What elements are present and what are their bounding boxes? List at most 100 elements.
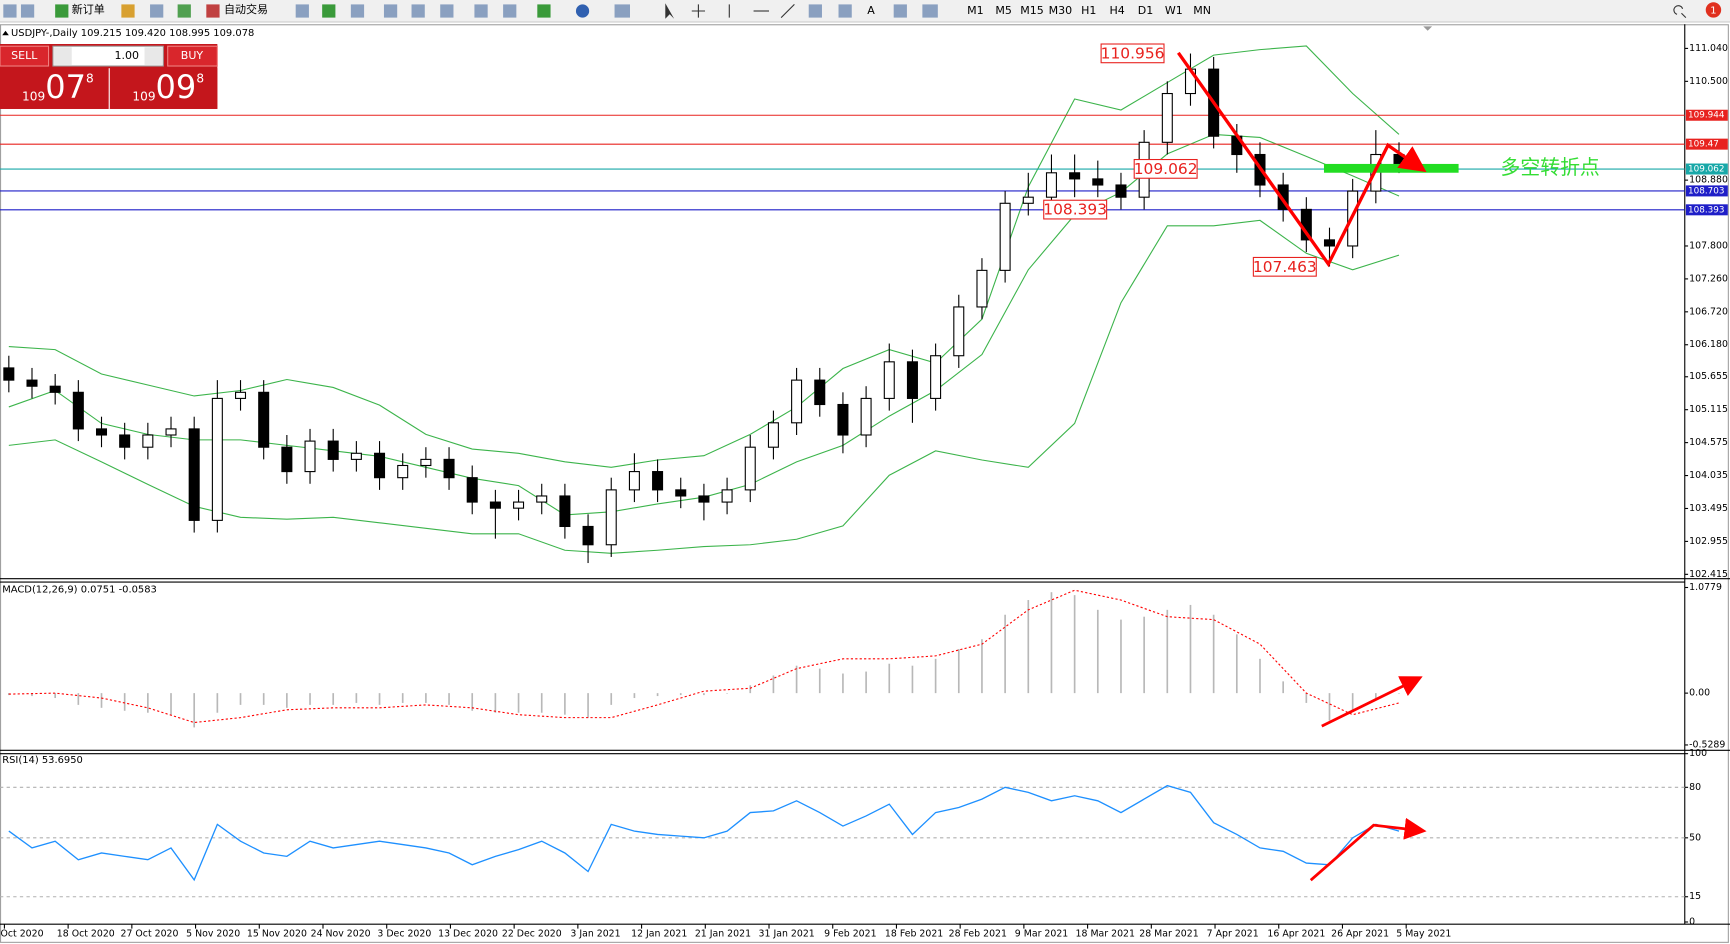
auto-trading-icon[interactable] [206, 4, 220, 18]
lots-value: 1.00 [114, 49, 139, 62]
icon-button[interactable] [3, 4, 17, 18]
macd-bar [726, 693, 728, 694]
macd-bar [1073, 595, 1076, 694]
timeframe-button[interactable]: H1 [1081, 4, 1096, 17]
zoom-in[interactable] [383, 4, 398, 18]
drawings: 110.956 109.062 108.393 107.463 多空转折点 [1043, 43, 1600, 882]
buy-button[interactable] [167, 45, 218, 67]
candle-body [211, 397, 223, 521]
icon-button[interactable] [295, 4, 309, 18]
macd-bar [1120, 619, 1122, 694]
x-tick-label: 18 Oct 2020 [57, 929, 115, 940]
price-annotation-box [1252, 256, 1317, 277]
timeframe-button[interactable]: H4 [1109, 4, 1124, 17]
candle-body [165, 428, 177, 436]
channel-tool[interactable] [808, 4, 822, 18]
timeframe-button[interactable]: D1 [1138, 4, 1153, 17]
x-tick-label: 7 Apr 2021 [1207, 929, 1259, 940]
price-tag-label: 109.062 [1688, 165, 1724, 175]
price-annotation: 108.393 [1043, 201, 1107, 219]
timeframe-button[interactable]: M30 [1049, 4, 1073, 17]
macd-bar [216, 693, 219, 713]
macd-bar [1004, 614, 1006, 694]
macd-bar [1398, 693, 1400, 694]
x-tick-label: 15 Nov 2020 [247, 929, 307, 940]
y-tick-label: 15 [1689, 891, 1701, 902]
macd-bar [749, 685, 752, 694]
macd-bar [633, 693, 636, 699]
icon-button[interactable] [177, 4, 191, 18]
fibo-tool[interactable] [838, 4, 852, 18]
candle-body [397, 464, 409, 479]
x-tick-label: 3 Dec 2020 [377, 929, 431, 940]
trendline-tool[interactable] [780, 4, 795, 18]
macd-bar [1305, 693, 1308, 703]
tile[interactable] [440, 4, 454, 18]
ask-big: 109 [132, 89, 155, 103]
x-tick-label: Oct 2020 [1, 929, 44, 940]
macd-bar [517, 693, 520, 713]
indicators[interactable] [537, 4, 551, 18]
templates[interactable] [614, 4, 630, 18]
search-icon[interactable] [1673, 5, 1687, 18]
macd-bar [31, 693, 33, 697]
sell-button[interactable] [0, 45, 50, 67]
price-tag-label: 109.944 [1688, 111, 1725, 121]
candle-body [652, 471, 664, 491]
timeframe-button[interactable]: MN [1193, 4, 1211, 17]
macd-bar [1328, 693, 1331, 721]
macd-bar [1050, 592, 1053, 694]
candle-body [1045, 172, 1057, 198]
price-annotation: 110.956 [1101, 44, 1165, 62]
periods[interactable] [575, 4, 590, 18]
candle-body [513, 501, 525, 509]
candle-body [791, 379, 803, 424]
x-tick-label: 13 Dec 2020 [438, 929, 498, 940]
timeframe-button[interactable]: M15 [1020, 4, 1044, 17]
timeframe-button[interactable]: W1 [1165, 4, 1183, 17]
icon-button[interactable] [121, 4, 135, 18]
macd-bar [818, 668, 821, 694]
icon-button[interactable] [20, 4, 35, 18]
label-tool[interactable] [893, 4, 907, 18]
icon-button[interactable] [322, 4, 336, 18]
macd-bar [1096, 609, 1099, 694]
icon-button[interactable] [474, 4, 488, 18]
icon-button[interactable] [150, 4, 164, 18]
timeframe-button[interactable]: M1 [967, 4, 984, 17]
one-click-panel: SELL 1.00 BUY 109 07 8 109 09 8 [0, 44, 218, 109]
new-order-button[interactable]: 新订单 [72, 2, 105, 16]
lots-down[interactable] [54, 47, 72, 65]
price-annotation: 107.463 [1253, 258, 1317, 276]
y-tick-label: 104.575 [1689, 437, 1728, 448]
bid-button[interactable] [0, 68, 109, 109]
macd-bar [587, 693, 589, 718]
icon-button[interactable] [350, 4, 365, 18]
candle-body [1323, 239, 1336, 247]
macd-bar [842, 673, 844, 694]
macd-bar [401, 693, 404, 703]
indicator-title: MACD(12,26,9) 0.0751 -0.0583 [2, 585, 157, 596]
macd-arrow [1321, 676, 1423, 728]
candle-body [814, 379, 826, 406]
arrows-tool[interactable] [922, 4, 938, 18]
lots-input[interactable] [52, 45, 164, 67]
zoom-out[interactable] [411, 4, 425, 18]
candle-body [350, 452, 362, 460]
timeframe-button[interactable]: M5 [995, 4, 1012, 17]
candle-body [1277, 184, 1289, 210]
ask-button[interactable] [110, 68, 218, 109]
candle-body [559, 495, 571, 528]
new-order-icon[interactable] [55, 4, 69, 18]
candle-body [1092, 178, 1104, 186]
lots-up[interactable] [144, 47, 163, 65]
alert-badge[interactable] [1705, 2, 1722, 18]
macd-bar [1351, 693, 1354, 711]
sell-label: SELL [11, 49, 38, 62]
text-tool[interactable]: A [867, 4, 875, 17]
auto-trading-button[interactable]: 自动交易 [224, 2, 268, 16]
icon-button[interactable] [503, 4, 517, 18]
crosshair-tool[interactable] [691, 4, 706, 18]
candle-body [721, 489, 733, 503]
